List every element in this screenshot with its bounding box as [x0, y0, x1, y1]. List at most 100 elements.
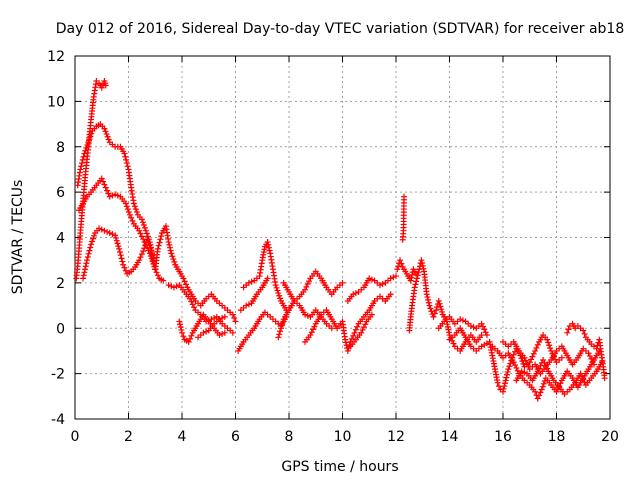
data-point	[191, 304, 198, 311]
data-point	[102, 128, 109, 135]
data-point	[541, 359, 548, 366]
data-point	[85, 250, 92, 257]
data-point	[244, 334, 251, 341]
x-tick-label: 4	[178, 429, 187, 445]
data-point	[92, 81, 99, 88]
data-point	[537, 389, 544, 396]
data-point	[544, 365, 551, 372]
data-point	[114, 240, 121, 247]
data-point	[565, 326, 572, 333]
data-point	[84, 142, 91, 149]
data-point	[124, 163, 131, 170]
data-point	[171, 258, 178, 265]
data-point	[78, 160, 85, 167]
data-point	[423, 288, 430, 295]
data-point	[105, 190, 112, 197]
data-point	[82, 195, 89, 202]
data-point	[181, 278, 188, 285]
data-point	[99, 123, 106, 130]
data-point	[426, 302, 433, 309]
data-point	[168, 250, 175, 257]
data-point	[137, 254, 144, 261]
data-point	[400, 230, 407, 237]
data-point	[179, 286, 186, 293]
data-point	[491, 363, 498, 370]
x-tick-label: 16	[494, 429, 512, 445]
data-point	[90, 96, 97, 103]
data-point	[154, 272, 161, 279]
data-point	[86, 191, 93, 198]
data-point	[170, 256, 177, 263]
data-point	[594, 350, 601, 357]
data-point	[436, 300, 443, 307]
data-point	[390, 274, 397, 281]
data-point	[82, 266, 89, 273]
data-point	[83, 144, 90, 151]
data-point	[134, 225, 141, 232]
data-point	[77, 232, 84, 239]
data-point	[140, 236, 147, 243]
data-point	[454, 318, 461, 325]
data-point	[530, 386, 537, 393]
data-point	[348, 293, 355, 300]
data-point	[129, 217, 136, 224]
data-point	[504, 371, 511, 378]
x-tick-label: 6	[231, 429, 240, 445]
data-point	[586, 353, 593, 360]
data-point	[336, 282, 343, 289]
data-point	[88, 130, 95, 137]
data-point	[258, 260, 265, 267]
data-point	[345, 344, 352, 351]
data-point	[327, 313, 334, 320]
data-point	[588, 355, 595, 362]
data-point	[86, 247, 93, 254]
data-point	[191, 295, 198, 302]
data-point	[101, 227, 108, 234]
data-point	[332, 286, 339, 293]
data-point	[504, 368, 511, 375]
data-point	[360, 324, 367, 331]
data-point	[125, 208, 132, 215]
data-point	[145, 236, 152, 243]
data-point	[502, 377, 509, 384]
data-point	[488, 349, 495, 356]
data-point	[219, 330, 226, 337]
data-point	[116, 249, 123, 256]
data-point	[539, 383, 546, 390]
data-point	[570, 381, 577, 388]
data-point	[128, 214, 135, 221]
data-point	[470, 324, 477, 331]
data-point	[173, 283, 180, 290]
data-point	[590, 343, 597, 350]
data-point	[344, 347, 351, 354]
data-point	[586, 377, 593, 384]
data-point	[78, 202, 85, 209]
data-point	[350, 332, 357, 339]
data-point	[255, 318, 262, 325]
data-point	[80, 153, 87, 160]
data-point	[158, 276, 165, 283]
data-point	[221, 304, 228, 311]
data-point	[158, 233, 165, 240]
y-axis-tick-labels: -4 -2 0 2 4 6 8 10 12	[47, 49, 65, 428]
data-point	[265, 244, 272, 251]
data-point	[176, 321, 183, 328]
data-point	[123, 203, 130, 210]
data-point	[122, 153, 129, 160]
data-point	[524, 379, 531, 386]
y-tick-label: 6	[56, 185, 65, 201]
data-point	[414, 272, 421, 279]
data-point	[130, 197, 137, 204]
data-point	[143, 230, 150, 237]
data-point	[284, 286, 291, 293]
data-point	[580, 327, 587, 334]
data-point	[408, 305, 415, 312]
data-point	[542, 362, 549, 369]
data-point	[368, 276, 375, 283]
data-point	[123, 160, 130, 167]
data-point	[82, 147, 89, 154]
data-point	[115, 243, 122, 250]
data-point	[445, 329, 452, 336]
data-point	[530, 350, 537, 357]
